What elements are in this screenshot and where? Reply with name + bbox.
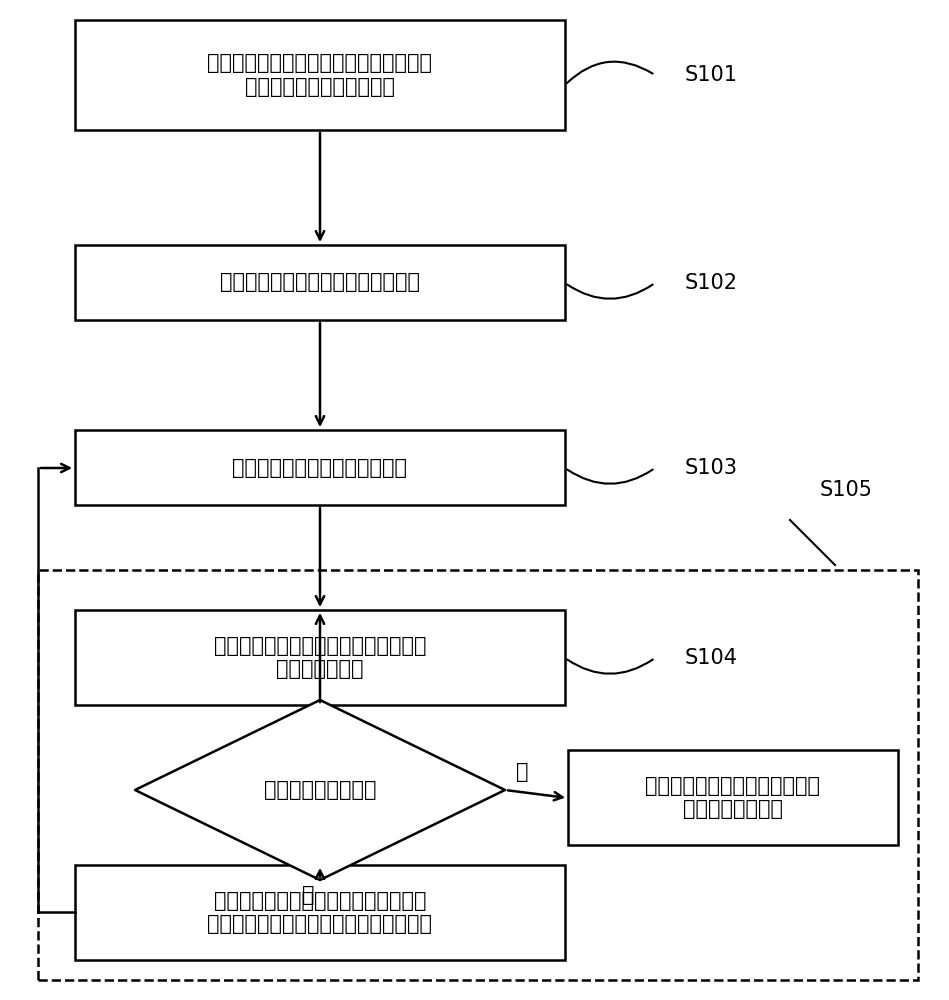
Text: 是: 是 [515,762,529,782]
Text: 停止反演迭代，将第二模型作为
最终速度模型输出: 停止反演迭代，将第二模型作为 最终速度模型输出 [645,776,821,819]
Polygon shape [135,700,505,880]
Text: 否: 否 [302,885,314,905]
Text: 原始资料预处理，得到第一模型，并确定
早至波的传播时间和偏移距: 原始资料预处理，得到第一模型，并确定 早至波的传播时间和偏移距 [208,53,433,97]
Text: 基于第一模型正演生成计算数据: 基于第一模型正演生成计算数据 [233,458,407,478]
Text: S104: S104 [685,648,738,668]
Text: S103: S103 [685,458,738,478]
Text: 根据传播时间和偏移距提取观测数据: 根据传播时间和偏移距提取观测数据 [220,272,420,292]
Bar [75,865,565,960]
Text: 对观测数据和计算数据进行拟和反演得
到速度更新模型: 对观测数据和计算数据进行拟和反演得 到速度更新模型 [214,636,426,679]
Text: 将第一模型与速度更新模型进行叠加得
到第二模型，并将第二模型作为第一模型: 将第一模型与速度更新模型进行叠加得 到第二模型，并将第二模型作为第一模型 [208,891,433,934]
Text: S102: S102 [685,273,738,293]
Bar [568,750,898,845]
Bar [75,610,565,705]
Text: 符合最优解条件吗？: 符合最优解条件吗？ [264,780,376,800]
Bar [75,245,565,320]
Bar [75,430,565,505]
Text: S101: S101 [685,65,738,85]
Bar [75,20,565,130]
Bar [38,570,918,980]
Text: S105: S105 [820,480,873,500]
